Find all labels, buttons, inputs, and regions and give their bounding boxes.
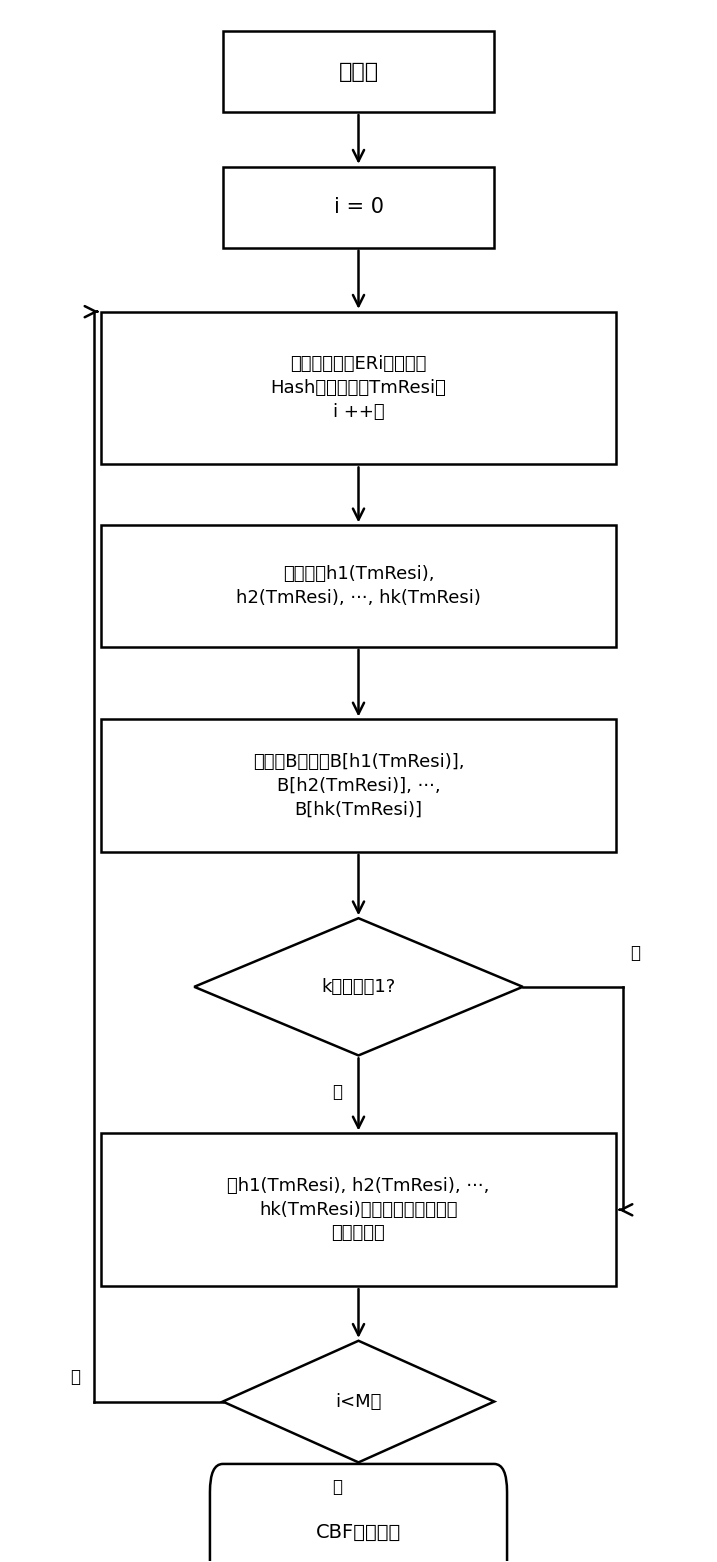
Text: 五元组: 五元组 bbox=[338, 61, 379, 81]
Text: 否: 否 bbox=[630, 943, 640, 962]
FancyBboxPatch shape bbox=[101, 1134, 616, 1286]
Text: 是: 是 bbox=[70, 1368, 80, 1385]
Text: 是: 是 bbox=[332, 1084, 342, 1101]
Text: 分别计算h1(TmResi),
h2(TmResi), ···, hk(TmResi): 分别计算h1(TmResi), h2(TmResi), ···, hk(TmRe… bbox=[236, 565, 481, 608]
FancyBboxPatch shape bbox=[210, 1464, 507, 1562]
Polygon shape bbox=[194, 918, 523, 1056]
Text: 将h1(TmResi), h2(TmResi), ···,
hk(TmResi)作为预测结果传给规
则匹配部件: 将h1(TmResi), h2(TmResi), ···, hk(TmResi)… bbox=[227, 1178, 490, 1242]
Text: 从位组B取得位B[h1(TmResi)],
B[h2(TmResi)], ···,
B[hk(TmResi)]: 从位组B取得位B[h1(TmResi)], B[h2(TmResi)], ···… bbox=[253, 753, 464, 818]
FancyBboxPatch shape bbox=[101, 720, 616, 851]
FancyBboxPatch shape bbox=[101, 525, 616, 647]
Text: i = 0: i = 0 bbox=[333, 197, 384, 217]
Text: CBF预测结束: CBF预测结束 bbox=[316, 1523, 401, 1542]
FancyBboxPatch shape bbox=[223, 31, 494, 112]
Text: 否: 否 bbox=[332, 1478, 342, 1496]
FancyBboxPatch shape bbox=[223, 167, 494, 248]
Polygon shape bbox=[223, 1340, 494, 1462]
Text: k个位均为1?: k个位均为1? bbox=[321, 978, 396, 997]
Text: 将五元组以及ERi应用于某
Hash函数，计算TmResi；
i ++；: 将五元组以及ERi应用于某 Hash函数，计算TmResi； i ++； bbox=[270, 356, 447, 420]
FancyBboxPatch shape bbox=[101, 312, 616, 464]
Text: i<M？: i<M？ bbox=[336, 1393, 381, 1410]
